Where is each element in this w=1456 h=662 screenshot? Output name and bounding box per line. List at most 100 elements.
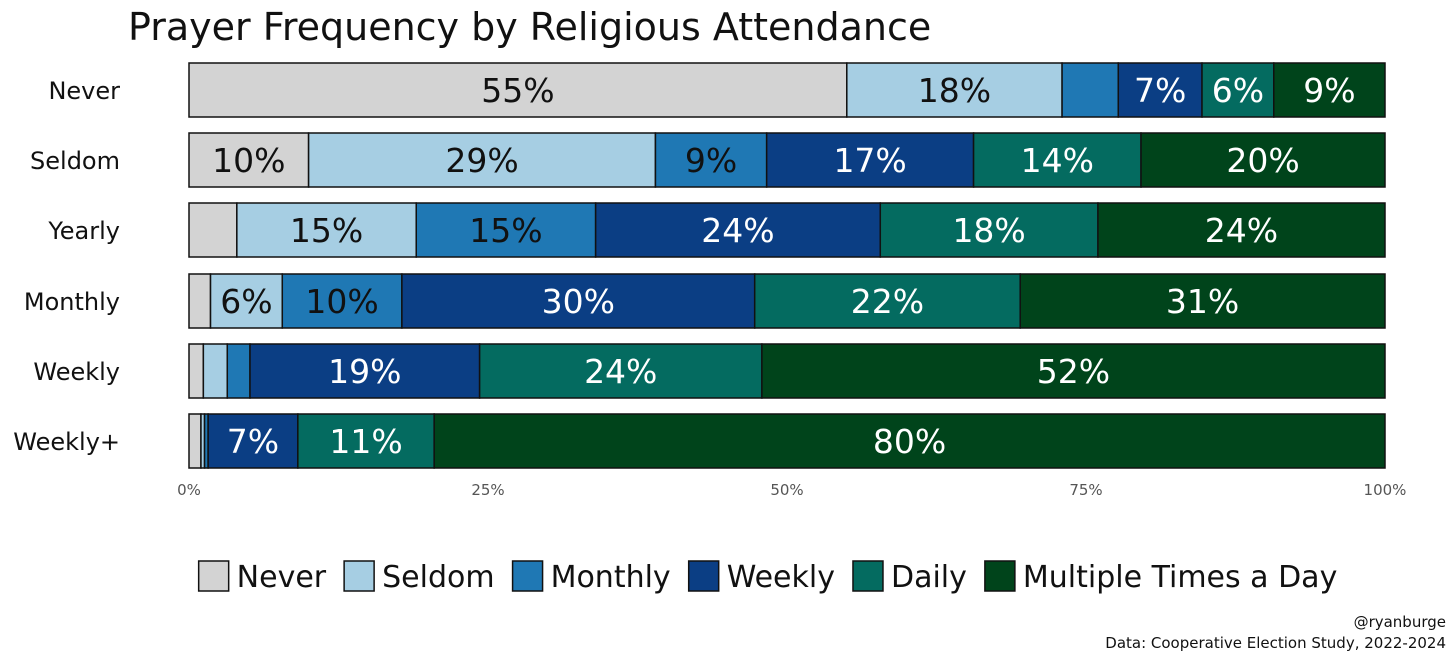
bar-segment-daily bbox=[972, 132, 1142, 188]
row-label: Seldom bbox=[30, 147, 120, 175]
row-label: Weekly bbox=[33, 358, 120, 386]
row-label: Yearly bbox=[47, 217, 120, 245]
bar-row-weekly-: Weekly+ 7% 11% 80% bbox=[13, 413, 1386, 469]
bar-segment-weekly bbox=[249, 343, 481, 399]
bar-segment-monthly bbox=[415, 202, 597, 258]
legend-label: Never bbox=[237, 560, 327, 595]
data-label: 10% bbox=[212, 141, 285, 180]
data-label: 15% bbox=[469, 211, 542, 250]
bar-segment-daily bbox=[478, 343, 763, 399]
data-label: 14% bbox=[1021, 141, 1094, 180]
bar-segment-never bbox=[188, 343, 205, 399]
legend-swatch bbox=[343, 560, 375, 592]
data-label: 7% bbox=[227, 422, 279, 461]
bar-segment-never bbox=[188, 273, 212, 329]
bar-segment-daily bbox=[297, 413, 435, 469]
data-label: 52% bbox=[1037, 352, 1110, 391]
bar-segment-never bbox=[188, 62, 848, 118]
legend-swatch bbox=[852, 560, 884, 592]
bar-segment-multiple-times-a-day bbox=[1097, 202, 1386, 258]
bar-segment-multiple-times-a-day bbox=[1273, 62, 1386, 118]
bar-segment-weekly bbox=[765, 132, 975, 188]
x-tick-label: 75% bbox=[1069, 481, 1102, 499]
bar-segment-never bbox=[188, 132, 310, 188]
data-label: 18% bbox=[918, 71, 991, 110]
bar-segment-multiple-times-a-day bbox=[433, 413, 1386, 469]
legend-swatch bbox=[197, 560, 230, 592]
row-label: Weekly+ bbox=[13, 428, 120, 456]
bar-row-monthly: Monthly 6% 10% 30% 22% 31% bbox=[24, 273, 1386, 329]
chart-title: Prayer Frequency by Religious Attendance bbox=[128, 5, 931, 49]
legend-label: Daily bbox=[891, 560, 967, 595]
bar-segment-monthly bbox=[226, 343, 251, 399]
bar-segment-monthly bbox=[281, 273, 403, 329]
data-label: 6% bbox=[1212, 71, 1264, 110]
bar-segment-seldom bbox=[307, 132, 657, 188]
data-label: 29% bbox=[445, 141, 518, 180]
data-label: 9% bbox=[685, 141, 737, 180]
bar-segment-daily bbox=[753, 273, 1021, 329]
bar-segment-seldom bbox=[209, 273, 284, 329]
bar-segment-multiple-times-a-day bbox=[1140, 132, 1386, 188]
bar-row-seldom: Seldom 10% 29% 9% 17% 14% 20% bbox=[30, 132, 1386, 188]
data-label: 7% bbox=[1134, 71, 1186, 110]
legend-label: Monthly bbox=[551, 560, 671, 595]
legend-label: Seldom bbox=[382, 560, 494, 595]
x-tick-label: 50% bbox=[770, 481, 803, 499]
caption-source: Data: Cooperative Election Study, 2022-2… bbox=[1105, 634, 1446, 652]
bar-segment-monthly bbox=[654, 132, 768, 188]
data-label: 19% bbox=[328, 352, 401, 391]
legend-swatch bbox=[687, 560, 720, 592]
row-label: Monthly bbox=[24, 288, 120, 316]
legend-item-never: Never bbox=[197, 560, 327, 595]
data-label: 24% bbox=[701, 211, 774, 250]
x-tick-label: 25% bbox=[471, 481, 504, 499]
data-label: 55% bbox=[481, 71, 554, 110]
bar-segment-never bbox=[188, 413, 202, 469]
data-label: 24% bbox=[1205, 211, 1278, 250]
legend-item-monthly: Monthly bbox=[511, 560, 671, 595]
legend-label: Weekly bbox=[727, 560, 835, 595]
legend-item-seldom: Seldom bbox=[343, 560, 495, 595]
bar-rows: Never 55% 18% 7% 6% 9% Seldom 10% 29% 9% 17% 14% 20%… bbox=[13, 62, 1386, 469]
legend: Never Seldom Monthly Weekly Daily Multiple Ti… bbox=[197, 560, 1337, 595]
data-label: 11% bbox=[329, 422, 402, 461]
data-label: 80% bbox=[873, 422, 946, 461]
legend-swatch bbox=[511, 560, 544, 592]
data-label: 17% bbox=[833, 141, 906, 180]
x-tick-label: 100% bbox=[1364, 481, 1407, 499]
data-label: 20% bbox=[1226, 141, 1299, 180]
bar-segment-never bbox=[188, 202, 238, 258]
bar-segment-multiple-times-a-day bbox=[761, 343, 1386, 399]
bar-segment-weekly bbox=[594, 202, 882, 258]
legend-item-weekly: Weekly bbox=[687, 560, 835, 595]
legend-label: Multiple Times a Day bbox=[1023, 560, 1337, 595]
data-label: 18% bbox=[952, 211, 1025, 250]
x-tick-label: 0% bbox=[177, 481, 201, 499]
bar-segment-weekly bbox=[401, 273, 756, 329]
data-label: 24% bbox=[584, 352, 657, 391]
bar-row-yearly: Yearly 15% 15% 24% 18% 24% bbox=[47, 202, 1386, 258]
bar-segment-seldom bbox=[846, 62, 1063, 118]
x-axis-ticks: 0% 25% 50% 75% 100% bbox=[177, 481, 1406, 499]
row-label: Never bbox=[48, 77, 120, 105]
data-label: 15% bbox=[290, 211, 363, 250]
data-label: 9% bbox=[1303, 71, 1355, 110]
legend-swatch bbox=[984, 560, 1016, 592]
legend-item-daily: Daily bbox=[852, 560, 967, 595]
bar-segment-weekly bbox=[1117, 62, 1203, 118]
bar-row-weekly: Weekly 19% 24% 52% bbox=[33, 343, 1386, 399]
bar-row-never: Never 55% 18% 7% 6% 9% bbox=[48, 62, 1386, 118]
data-label: 30% bbox=[542, 282, 615, 321]
bar-segment-seldom bbox=[202, 343, 229, 399]
bar-segment-seldom bbox=[236, 202, 417, 258]
bar-segment-monthly bbox=[1061, 62, 1120, 118]
data-label: 31% bbox=[1166, 282, 1239, 321]
data-label: 22% bbox=[851, 282, 924, 321]
bar-segment-multiple-times-a-day bbox=[1019, 273, 1386, 329]
legend-item-multiple-times-a-day: Multiple Times a Day bbox=[984, 560, 1337, 595]
caption-author: @ryanburge bbox=[1354, 613, 1446, 631]
data-label: 10% bbox=[305, 282, 378, 321]
data-label: 6% bbox=[220, 282, 272, 321]
